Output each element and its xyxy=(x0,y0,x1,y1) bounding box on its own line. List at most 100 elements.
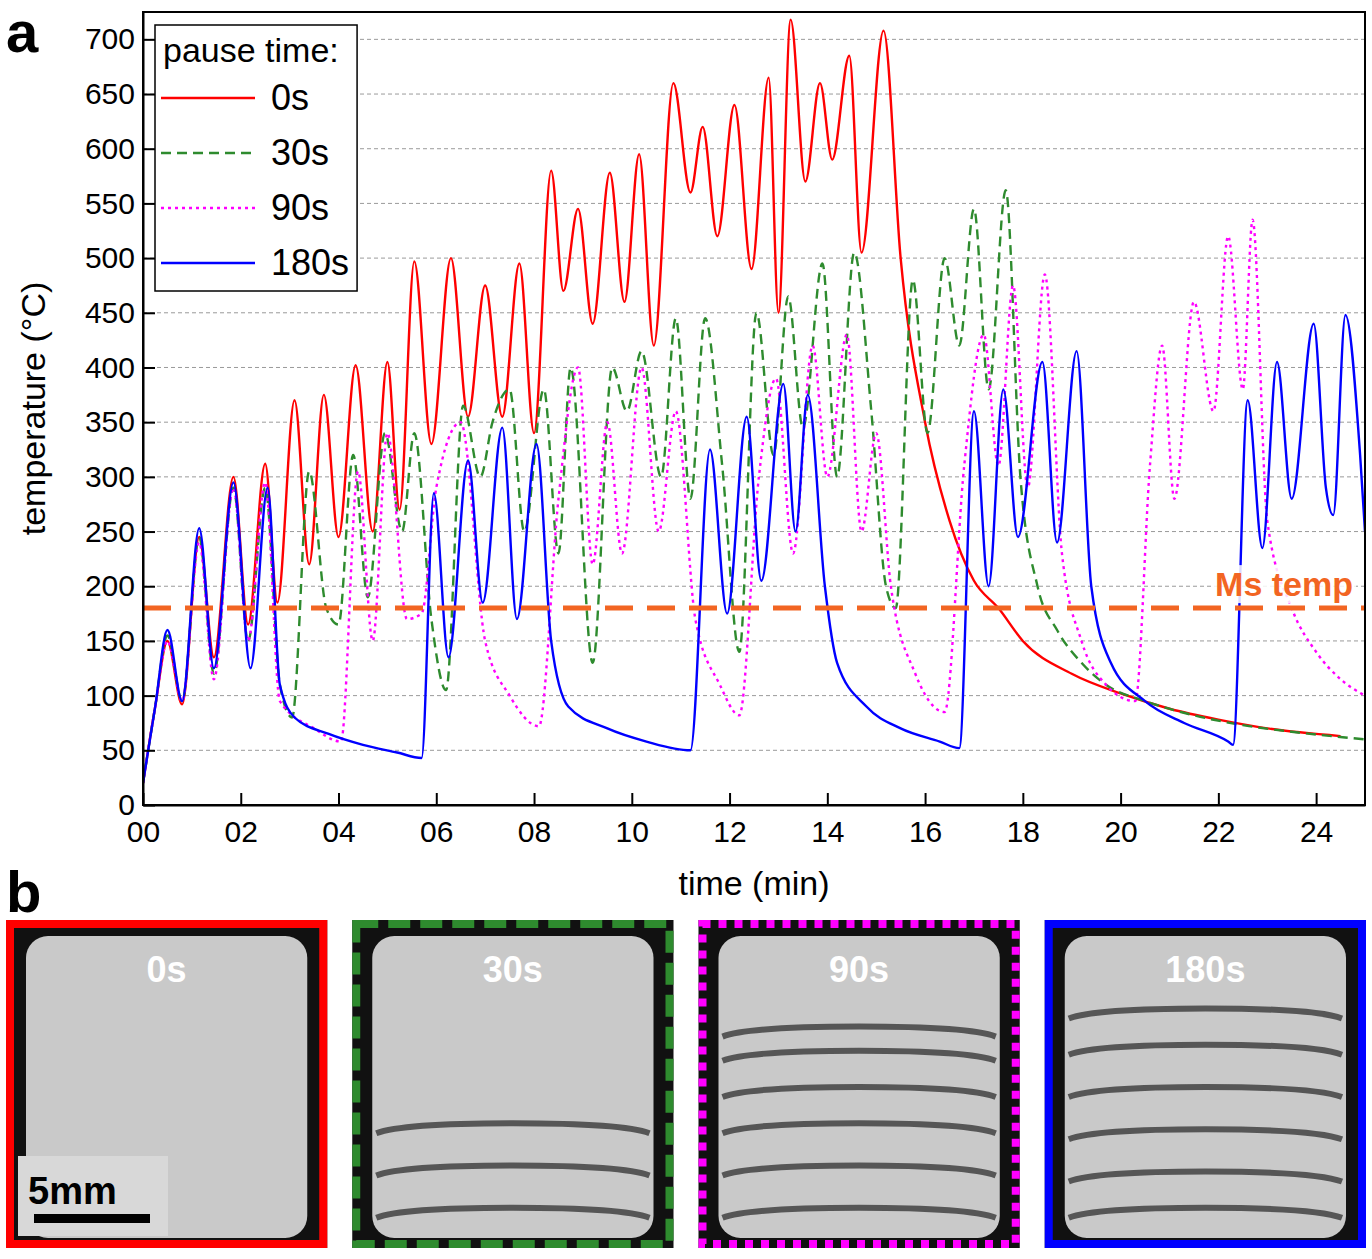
tick-label: 02 xyxy=(225,815,258,848)
tick-label: 250 xyxy=(85,515,135,548)
tick: 20 xyxy=(1104,793,1137,848)
image-background xyxy=(352,920,673,1248)
legend-label: 180s xyxy=(271,242,349,283)
tick-label: 350 xyxy=(85,405,135,438)
legend-swatch xyxy=(161,152,255,154)
legend-swatch xyxy=(161,207,255,209)
legend-swatch xyxy=(161,97,255,99)
tick-label: 14 xyxy=(811,815,844,848)
band xyxy=(723,1027,996,1037)
tick-mark xyxy=(143,422,155,424)
tick-label: 200 xyxy=(85,569,135,602)
image-border xyxy=(356,924,669,1244)
grid-line xyxy=(143,367,1365,368)
grid-line xyxy=(143,695,1365,696)
image-background xyxy=(699,920,1020,1248)
tick-label: 150 xyxy=(85,624,135,657)
tick: 650 xyxy=(85,77,155,110)
tick: 200 xyxy=(85,569,155,602)
legend-label: 30s xyxy=(271,132,329,173)
legend-title: pause time: xyxy=(163,31,339,69)
band xyxy=(1069,1045,1342,1055)
image-border xyxy=(1049,924,1362,1244)
band xyxy=(1069,1087,1342,1097)
tick-mark xyxy=(338,793,340,805)
tick-label: 18 xyxy=(1007,815,1040,848)
tick: 350 xyxy=(85,405,155,438)
tick: 08 xyxy=(518,793,551,848)
tick-mark xyxy=(143,312,155,314)
tick-mark xyxy=(143,476,155,478)
tick-label: 04 xyxy=(322,815,355,848)
tick-mark xyxy=(631,793,633,805)
image-title: 0s xyxy=(147,949,187,990)
tick-mark xyxy=(1022,793,1024,805)
tick-label: 600 xyxy=(85,132,135,165)
tick-mark xyxy=(143,148,155,150)
tick: 50 xyxy=(102,733,155,766)
grid-line xyxy=(143,312,1365,313)
band xyxy=(1069,1208,1342,1218)
image-background xyxy=(6,920,327,1248)
axis-line xyxy=(144,805,1366,807)
grid-line xyxy=(143,531,1365,532)
tick: 100 xyxy=(85,679,155,712)
tick-label: 650 xyxy=(85,77,135,110)
legend-swatch xyxy=(161,262,255,264)
band xyxy=(723,1051,996,1061)
tick-label: 22 xyxy=(1202,815,1235,848)
tick: 06 xyxy=(420,793,453,848)
tick-mark xyxy=(240,793,242,805)
series-line xyxy=(143,190,1365,783)
scale-bar xyxy=(34,1214,150,1223)
tick-label: 24 xyxy=(1300,815,1333,848)
tick-mark xyxy=(1218,793,1220,805)
tick-label: 300 xyxy=(85,460,135,493)
legend-label: 90s xyxy=(271,187,329,228)
tick: 700 xyxy=(85,22,155,55)
plot-frame xyxy=(143,12,1365,805)
reference-line xyxy=(143,606,1365,611)
tick-label: 50 xyxy=(102,733,135,766)
tick: 24 xyxy=(1300,793,1333,848)
annotation-labels: Ms temp xyxy=(1212,565,1356,603)
scale-bar-label: 5mm xyxy=(28,1170,117,1212)
image-border xyxy=(10,924,323,1244)
image-title: 90s xyxy=(829,949,889,990)
tick-mark xyxy=(143,258,155,260)
macrograph: 180s xyxy=(1045,920,1366,1248)
annotation-label: Ms temp xyxy=(1215,565,1353,603)
panel-label: a xyxy=(6,0,39,64)
series-line xyxy=(143,315,1365,783)
band xyxy=(376,1208,649,1218)
tick-mark xyxy=(143,39,155,41)
macrograph: 30s xyxy=(352,920,673,1248)
tick-mark xyxy=(143,94,155,96)
panel-label: b xyxy=(6,859,41,924)
tick-label: 550 xyxy=(85,187,135,220)
macrograph: 90s xyxy=(699,920,1020,1248)
tick: 300 xyxy=(85,460,155,493)
tick-mark xyxy=(827,793,829,805)
specimen xyxy=(719,936,1000,1238)
image-background xyxy=(1045,920,1366,1248)
tick: 02 xyxy=(225,793,258,848)
x-axis: 00020406081012141618202224 xyxy=(127,793,1366,848)
tick-label: 08 xyxy=(518,815,551,848)
grid-line xyxy=(143,750,1365,751)
band xyxy=(723,1123,996,1133)
tick: 16 xyxy=(909,793,942,848)
macrograph: 0s 5mm xyxy=(6,920,327,1248)
grid-line xyxy=(143,640,1365,641)
y-axis-title: temperature (°C) xyxy=(14,282,52,536)
grid-line xyxy=(143,805,1365,806)
image-title: 180s xyxy=(1165,949,1245,990)
tick-label: 100 xyxy=(85,679,135,712)
tick: 12 xyxy=(713,793,746,848)
band xyxy=(1069,1172,1342,1182)
tick-mark xyxy=(729,793,731,805)
y-axis: 0501001502002503003504004505005506006507… xyxy=(85,13,155,822)
tick: 10 xyxy=(616,793,649,848)
band xyxy=(1069,1008,1342,1018)
tick-mark xyxy=(143,531,155,533)
